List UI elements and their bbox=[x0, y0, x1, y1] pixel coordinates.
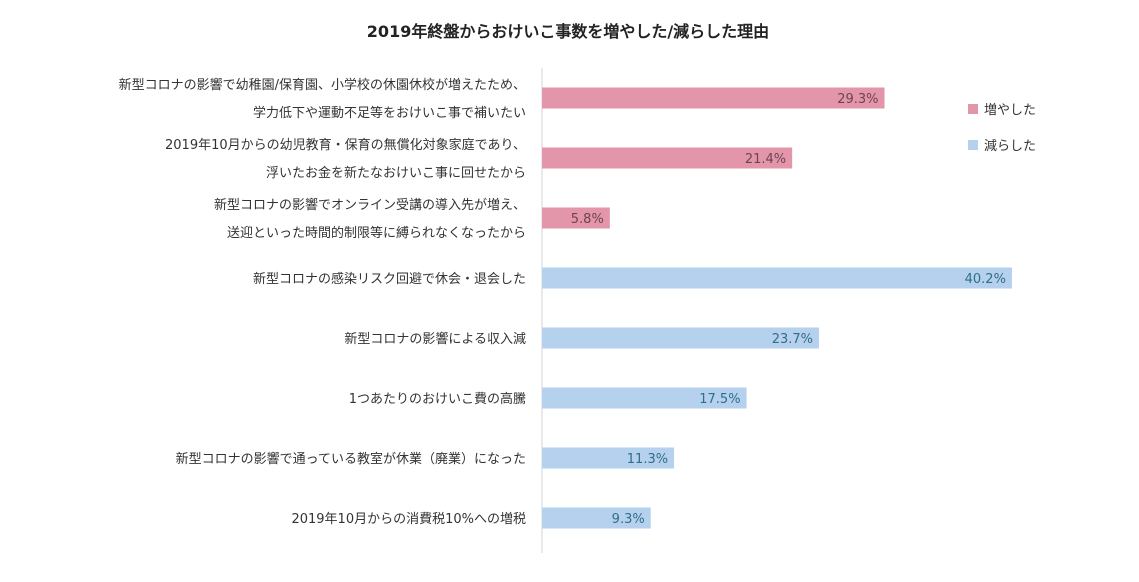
category-label: 浮いたお金を新たなおけいこ事に回せたから bbox=[266, 165, 526, 181]
data-label: 23.7% bbox=[772, 332, 813, 347]
bar bbox=[542, 267, 1012, 289]
category-label: 送迎といった時間的制限等に縛られなくなったから bbox=[227, 225, 526, 241]
bars-layer: 29.3% 新型コロナの影響で幼稚園/保育園、小学校の休園休校が増えたため、学力低… bbox=[119, 77, 1012, 529]
bar-row: 21.4% 2019年10月からの幼児教育・保育の無償化対象家庭であり、浮いたお金… bbox=[165, 137, 793, 181]
bar bbox=[542, 147, 793, 169]
legend-item: 減らした bbox=[968, 138, 1036, 154]
data-label: 5.8% bbox=[571, 212, 604, 227]
bar bbox=[542, 87, 885, 109]
legend-swatch bbox=[968, 104, 978, 114]
category-label: 新型コロナの影響でオンライン受講の導入先が増え、 bbox=[214, 197, 526, 213]
data-label: 9.3% bbox=[612, 512, 645, 527]
bar bbox=[542, 447, 675, 469]
category-label: 2019年10月からの幼児教育・保育の無償化対象家庭であり、 bbox=[165, 137, 526, 153]
bar-row: 11.3% 新型コロナの影響で通っている教室が休業（廃業）になった bbox=[176, 447, 675, 469]
category-label: 新型コロナの感染リスク回避で休会・退会した bbox=[253, 271, 526, 287]
bar-row: 9.3% 2019年10月からの消費税10%への増税 bbox=[291, 507, 651, 529]
category-label: 新型コロナの影響で幼稚園/保育園、小学校の休園休校が増えたため、 bbox=[119, 77, 526, 93]
category-label: 新型コロナの影響で通っている教室が休業（廃業）になった bbox=[176, 451, 526, 467]
legend-swatch bbox=[968, 140, 978, 150]
category-label: 新型コロナの影響による収入減 bbox=[344, 331, 526, 347]
legend-label: 増やした bbox=[984, 103, 1036, 118]
bar-row: 5.8% 新型コロナの影響でオンライン受講の導入先が増え、送迎といった時間的制限等… bbox=[214, 197, 610, 241]
bar bbox=[542, 207, 610, 229]
legend-item: 増やした bbox=[968, 103, 1036, 118]
bar bbox=[542, 327, 820, 349]
category-label: 1つあたりのおけいこ費の高騰 bbox=[349, 391, 526, 407]
bar bbox=[542, 387, 747, 409]
data-label: 21.4% bbox=[745, 152, 786, 167]
bar bbox=[542, 507, 651, 529]
bar-row: 40.2% 新型コロナの感染リスク回避で休会・退会した bbox=[253, 267, 1012, 289]
data-label: 17.5% bbox=[699, 392, 740, 407]
data-label: 40.2% bbox=[965, 272, 1006, 287]
data-label: 29.3% bbox=[837, 92, 878, 107]
bar-row: 17.5% 1つあたりのおけいこ費の高騰 bbox=[349, 387, 747, 409]
chart-title: 2019年終盤からおけいこ事数を増やした/減らした理由 bbox=[367, 22, 769, 41]
category-label: 2019年10月からの消費税10%への増税 bbox=[291, 512, 526, 527]
bar-row: 29.3% 新型コロナの影響で幼稚園/保育園、小学校の休園休校が増えたため、学力低… bbox=[119, 77, 885, 121]
data-label: 11.3% bbox=[627, 452, 668, 467]
legend-label: 減らした bbox=[984, 138, 1036, 154]
category-label: 学力低下や運動不足等をおけいこ事で補いたい bbox=[253, 105, 526, 121]
bar-row: 23.7% 新型コロナの影響による収入減 bbox=[344, 327, 820, 349]
